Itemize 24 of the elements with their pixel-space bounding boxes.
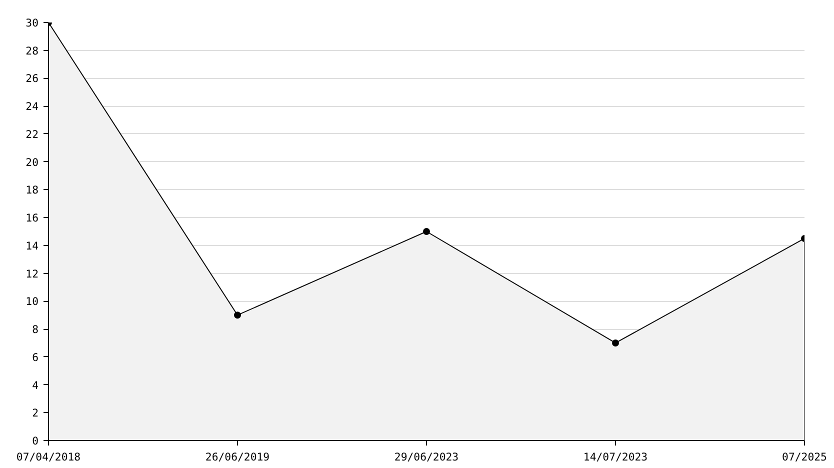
y-tick-label: 26 [26, 72, 39, 86]
y-tick-label: 16 [26, 212, 39, 225]
y-tick-label: 2 [32, 406, 39, 420]
x-tick-label: 07/2025 [782, 450, 827, 464]
y-tick-label: 4 [32, 378, 39, 392]
y-tick-label: 0 [32, 434, 39, 448]
y-tick-label: 12 [26, 267, 39, 280]
x-tick-label: 14/07/2023 [583, 450, 648, 464]
y-tick-label: 24 [26, 100, 39, 114]
x-tick-label: 26/06/2019 [205, 450, 270, 464]
x-tick-label: 29/06/2023 [394, 450, 459, 464]
y-tick-label: 18 [26, 184, 39, 197]
point [612, 339, 619, 346]
y-tick-label: 6 [32, 350, 39, 364]
y-tick-label: 30 [26, 16, 39, 30]
y-tick-label: 20 [26, 156, 39, 169]
x-tick-label: 07/04/2018 [16, 450, 81, 464]
y-tick-label: 14 [26, 239, 39, 252]
y-tick-label: 8 [32, 323, 39, 336]
point [423, 228, 430, 235]
point [234, 312, 241, 319]
y-tick-label: 22 [26, 128, 39, 141]
y-tick-label: 10 [26, 295, 39, 308]
y-tick-label: 28 [26, 44, 39, 58]
